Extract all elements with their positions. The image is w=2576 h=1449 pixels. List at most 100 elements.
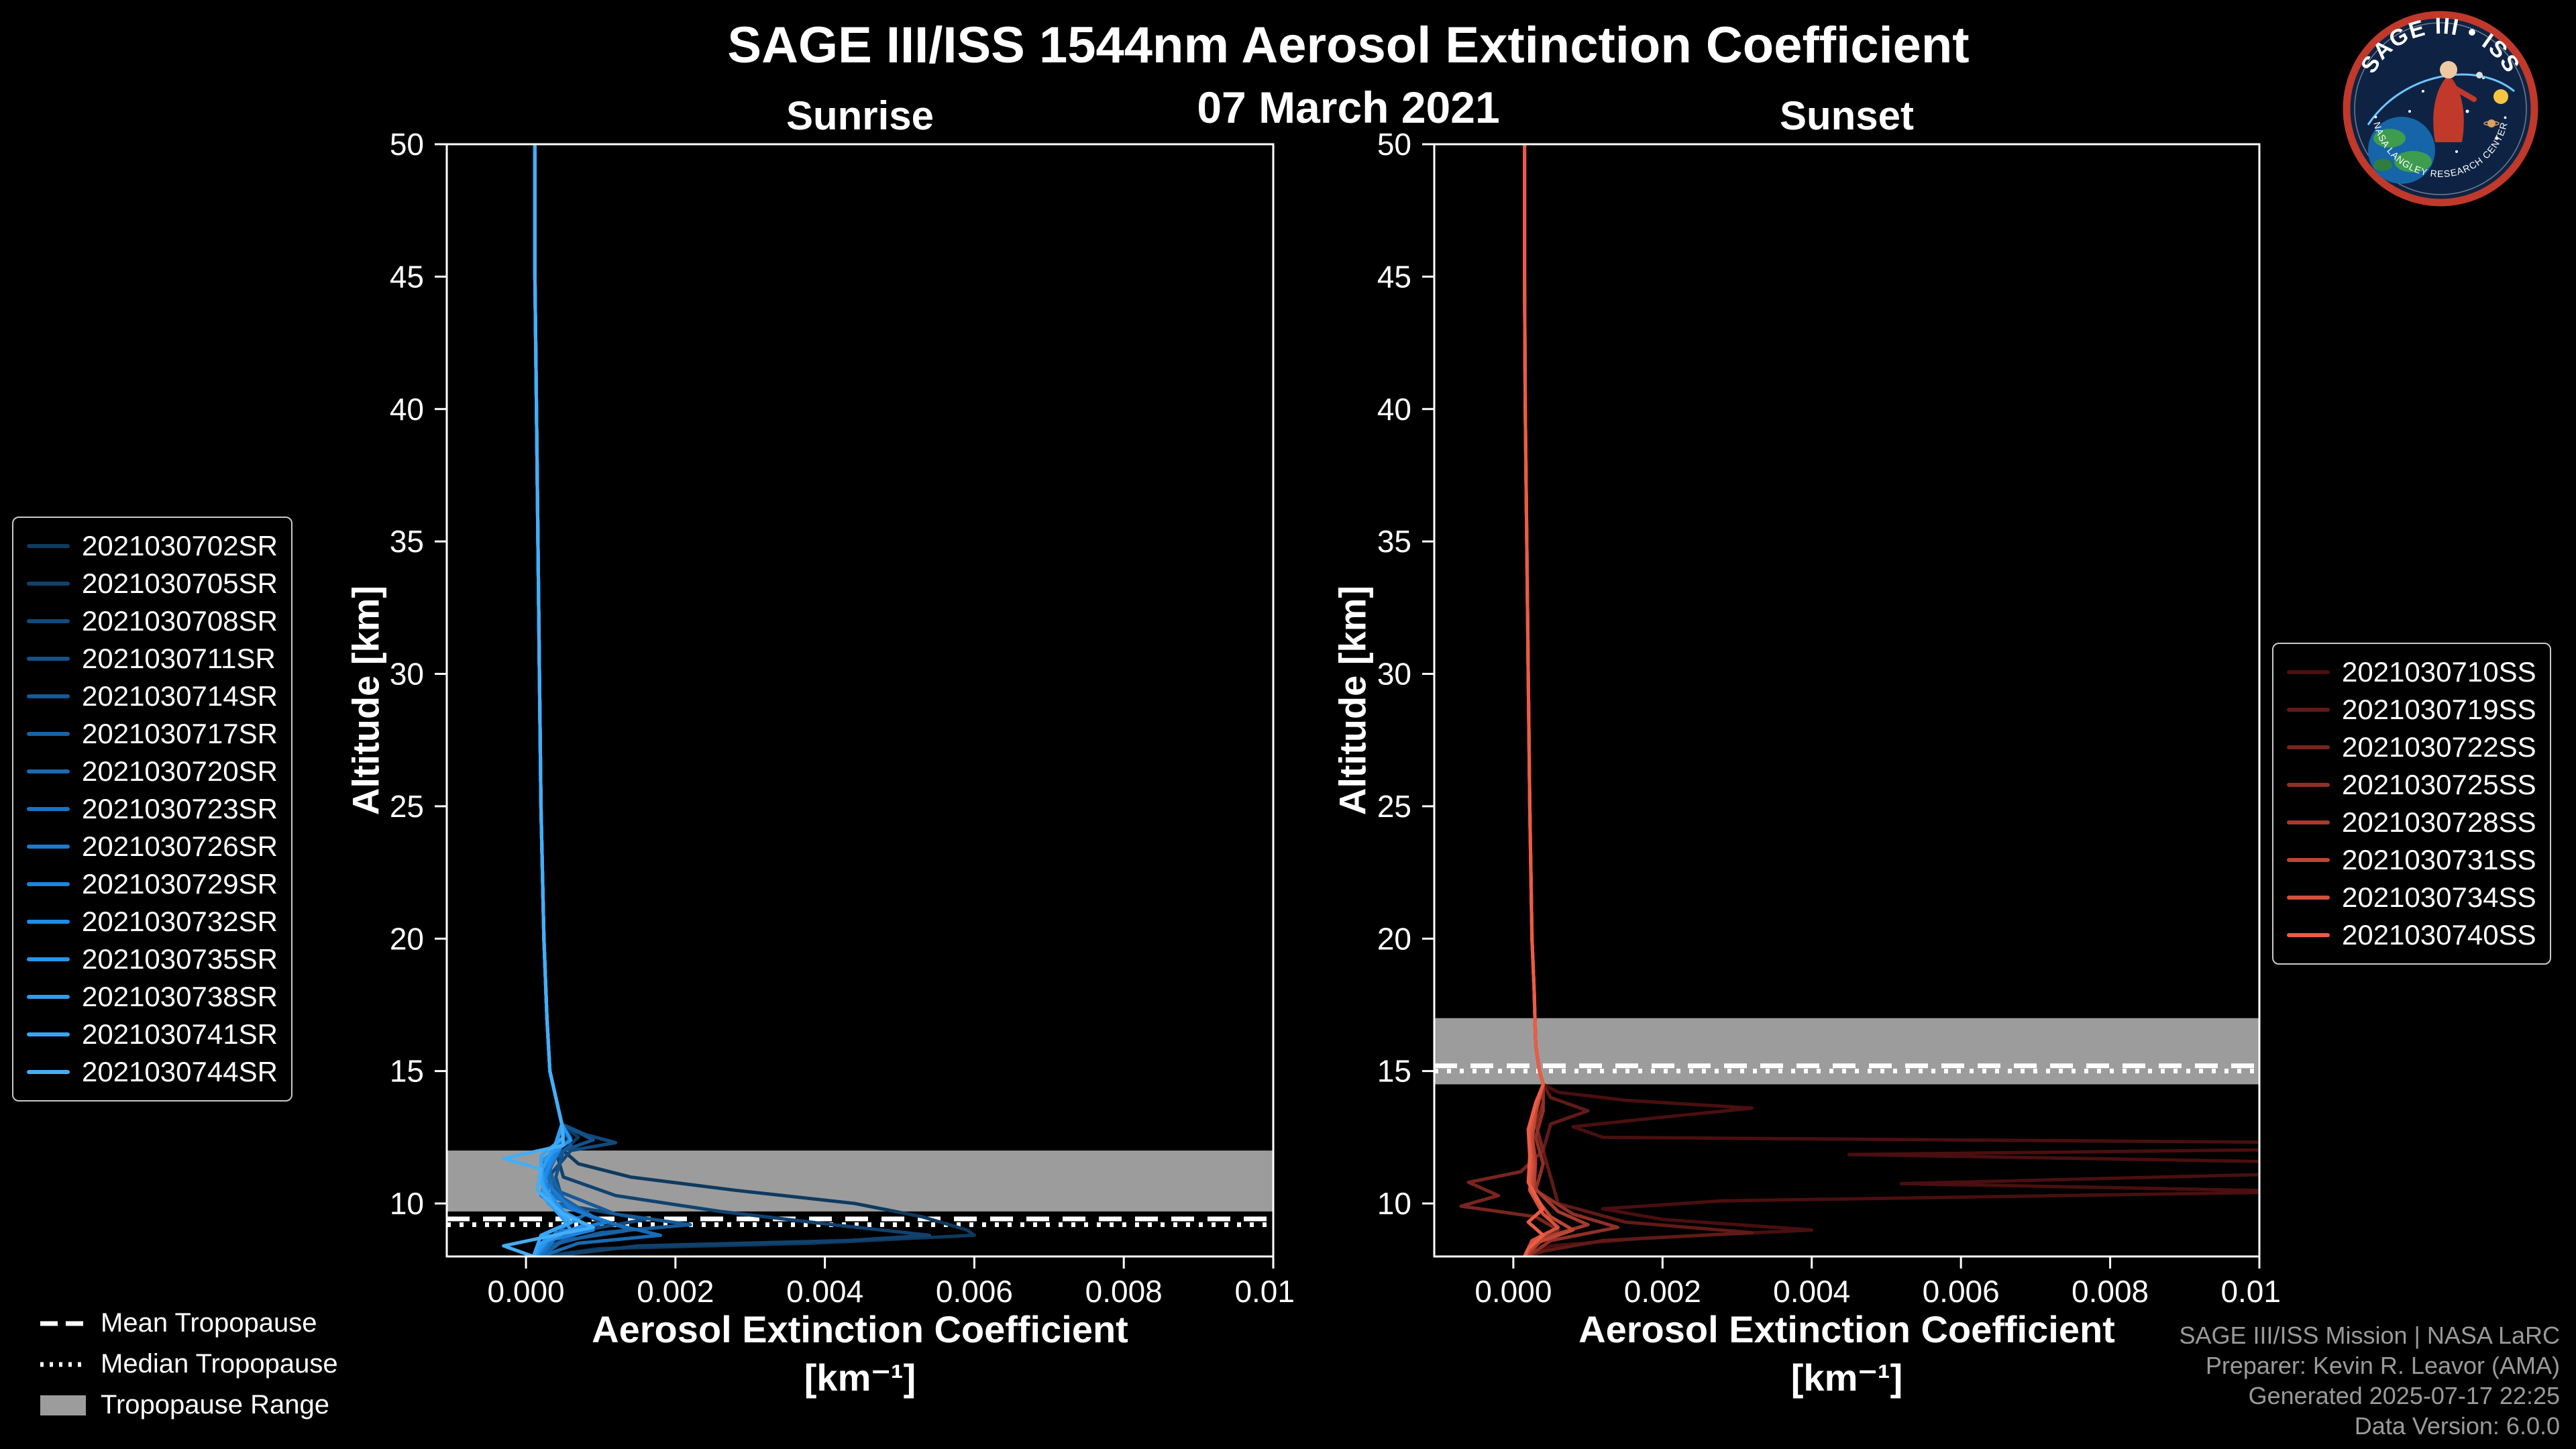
x-axis-label-text: Aerosol Extinction Coefficient [592, 1308, 1128, 1350]
profile-2021030740SS [1523, 144, 1545, 1256]
legend-line-swatch [2287, 896, 2330, 900]
legend-line-swatch [27, 769, 70, 773]
legend-item: 2021030731SS [2287, 841, 2536, 879]
tropopause-range-legend-item: Tropopause Range [40, 1385, 338, 1426]
legend-label: 2021030702SR [82, 530, 278, 561]
legend-line-swatch [2287, 708, 2330, 712]
legend-label: 2021030734SS [2342, 881, 2536, 913]
footer-credits: SAGE III/ISS Mission | NASA LaRC Prepare… [2179, 1320, 2560, 1441]
legend-line-swatch [27, 694, 70, 698]
y-tick-label: 25 [1377, 789, 1411, 824]
legend-item: 2021030728SS [2287, 804, 2536, 841]
legend-label: 2021030708SR [82, 605, 278, 637]
profile-2021030708SR [533, 144, 647, 1256]
x-tick-label: 0.008 [1085, 1274, 1163, 1309]
x-axis-label-sunset: Aerosol Extinction Coefficient [km⁻¹] [1578, 1305, 2115, 1402]
legend-item: 2021030717SR [27, 715, 278, 753]
legend-line-swatch [27, 1070, 70, 1074]
y-tick-label: 45 [390, 259, 424, 294]
y-axis-label-sunrise: Altitude [km] [344, 585, 387, 816]
legend-line-swatch [2287, 933, 2330, 937]
mean-tropopause-legend-item: Mean Tropopause [40, 1303, 338, 1344]
legend-item: 2021030741SR [27, 1016, 278, 1053]
legend-label: 2021030731SS [2342, 844, 2536, 875]
legend-label: 2021030726SR [82, 830, 278, 862]
moon-graphic [2476, 72, 2483, 78]
legend-item: 2021030735SR [27, 941, 278, 978]
footer-generated: Generated 2025-07-17 22:25 [2248, 1382, 2560, 1409]
profile-2021030726SR [533, 144, 610, 1256]
legend-item: 2021030708SR [27, 602, 278, 640]
mean-tropopause-label: Mean Tropopause [101, 1308, 317, 1338]
plot-frame [1433, 143, 2261, 1258]
y-tick-label: 20 [1377, 921, 1411, 956]
legend-line-swatch [27, 732, 70, 736]
y-axis-label-sunset: Altitude [km] [1331, 585, 1374, 816]
x-tick-label: 0.002 [1624, 1274, 1701, 1309]
footer-mission: SAGE III/ISS Mission | NASA LaRC [2179, 1322, 2560, 1349]
legend-label: 2021030735SR [82, 943, 278, 975]
legend-line-swatch [27, 882, 70, 886]
y-tick-label: 20 [390, 921, 424, 956]
legend-label: 2021030723SR [82, 793, 278, 824]
orbit-line [2367, 73, 2515, 125]
x-axis-label-units: [km⁻¹] [804, 1356, 916, 1399]
y-tick-label: 10 [390, 1186, 424, 1221]
profile-2021030711SR [533, 144, 602, 1256]
legend-label: 2021030738SR [82, 981, 278, 1012]
legend-label: 2021030719SS [2342, 694, 2536, 725]
legend-label: 2021030729SR [82, 868, 278, 900]
footer-data-version: Data Version: 6.0.0 [2354, 1412, 2560, 1440]
y-tick-label: 40 [1377, 392, 1411, 427]
y-tick-label: 15 [1377, 1054, 1411, 1089]
legend-line-swatch [27, 619, 70, 623]
page-title: SAGE III/ISS 1544nm Aerosol Extinction C… [727, 17, 1970, 74]
legend-item: 2021030720SR [27, 753, 278, 790]
legend-line-swatch [27, 920, 70, 924]
sun-graphic [2493, 89, 2508, 104]
legend-line-swatch [2287, 670, 2330, 674]
legend-item: 2021030722SS [2287, 729, 2536, 766]
legend-label: 2021030740SS [2342, 919, 2536, 951]
x-tick-label: 0.000 [1474, 1274, 1552, 1309]
legend-label: 2021030720SR [82, 755, 278, 787]
legend-item: 2021030714SR [27, 678, 278, 715]
legend-label: 2021030744SR [82, 1056, 278, 1087]
profile-2021030714SR [533, 144, 692, 1256]
sage-figure [2433, 61, 2477, 142]
profile-2021030744SR [502, 144, 595, 1256]
sage-iss-logo: SAGE III • ISS • NASA LANGLEY RESEARCH C… [2343, 11, 2538, 207]
panel-title-sunrise: Sunrise [786, 93, 934, 138]
legend-item: 2021030711SR [27, 640, 278, 678]
legend-label: 2021030728SS [2342, 806, 2536, 838]
profile-2021030723SR [533, 144, 588, 1256]
profile-2021030702SR [533, 144, 976, 1256]
y-tick-label: 50 [390, 131, 424, 162]
profile-2021030705SR [533, 144, 932, 1256]
y-tick-label: 15 [390, 1054, 424, 1089]
median-tropopause-legend-item: Median Tropopause [40, 1344, 338, 1385]
y-tick-label: 10 [1377, 1186, 1411, 1221]
legend-line-swatch [2287, 745, 2330, 749]
y-tick-label: 50 [1377, 131, 1411, 162]
sunrise-chart: 10 15 20 25 30 35 40 45 50 0.000 0.002 0.004 0.006 0.… [292, 127, 1312, 1347]
legend-item: 2021030738SR [27, 978, 278, 1016]
profile-2021030719SS [1523, 144, 1754, 1256]
legend-line-swatch [27, 657, 70, 661]
legend-label: 2021030725SS [2342, 769, 2536, 800]
x-tick-label: 0.006 [1923, 1274, 2000, 1309]
legend-item: 2021030710SS [2287, 653, 2536, 691]
saturn-graphic [2483, 119, 2500, 127]
x-axis-label-text: Aerosol Extinction Coefficient [1578, 1308, 2115, 1350]
x-axis-label-sunrise: Aerosol Extinction Coefficient [km⁻¹] [592, 1305, 1128, 1402]
legend-item: 2021030705SR [27, 565, 278, 602]
legend-line-swatch [27, 1032, 70, 1036]
legend-label: 2021030705SR [82, 568, 278, 599]
legend-item: 2021030744SR [27, 1053, 278, 1091]
sunset-legend: 2021030710SS 2021030719SS 2021030722SS 2021… [2272, 643, 2551, 965]
profile-2021030725SS [1523, 144, 1620, 1256]
legend-item: 2021030725SS [2287, 766, 2536, 804]
legend-item: 2021030719SS [2287, 691, 2536, 729]
x-tick-label: 0.004 [1773, 1274, 1850, 1309]
y-tick-label: 30 [1377, 657, 1411, 692]
